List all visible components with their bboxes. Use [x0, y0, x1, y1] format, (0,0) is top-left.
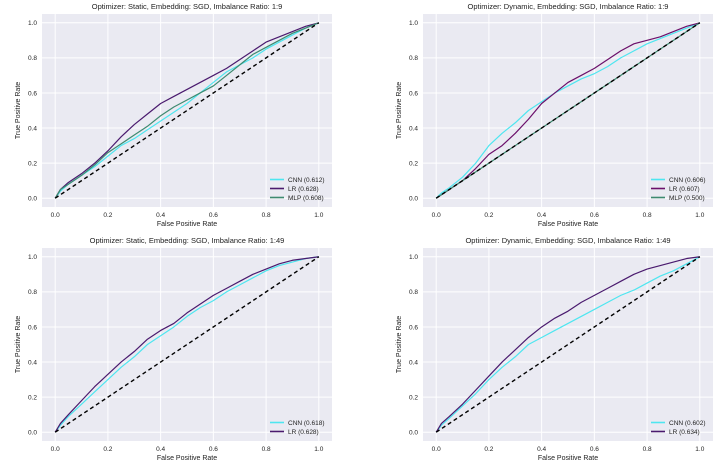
y-axis-label: True Positive Rate — [396, 316, 403, 373]
y-tick-label: 0.2 — [28, 160, 37, 167]
x-tick-label: 0.2 — [103, 446, 112, 453]
y-tick-label: 0.0 — [409, 196, 418, 203]
y-tick-label: 1.0 — [28, 20, 37, 27]
x-tick-label: 0.0 — [432, 446, 441, 453]
y-tick-label: 0.6 — [409, 324, 418, 331]
y-tick-label: 0.4 — [409, 359, 418, 366]
y-tick-label: 0.0 — [28, 196, 37, 203]
x-tick-label: 0.0 — [51, 446, 60, 453]
roc-panel-3: 0.0 0.2 0.4 0.6 0.8 1.0 0.0 0.2 0.4 0.6 0.8 1.0 Opti… — [15, 236, 332, 462]
y-tick-label: 1.0 — [409, 254, 418, 261]
series-line-cnn — [435, 256, 701, 433]
x-axis-label: False Positive Rate — [538, 221, 598, 228]
x-tick-label: 1.0 — [314, 446, 323, 453]
y-tick-label: 0.8 — [28, 55, 37, 62]
x-tick-label: 0.2 — [103, 212, 112, 219]
legend-entry: CNN (0.612) — [288, 177, 324, 184]
y-tick-label: 1.0 — [28, 254, 37, 261]
x-tick-label: 0.0 — [51, 212, 60, 219]
x-tick-label: 0.0 — [432, 212, 441, 219]
x-tick-label: 0.6 — [590, 212, 599, 219]
x-axis-label: False Positive Rate — [157, 221, 217, 228]
chart-title: Optimizer: Dynamic, Embedding: SGD, Imba… — [468, 2, 669, 11]
legend-entry: MLP (0.500) — [669, 195, 705, 202]
y-tick-label: 0.0 — [28, 430, 37, 437]
legend-entry: MLP (0.608) — [288, 195, 324, 202]
legend-entry: CNN (0.606) — [669, 177, 705, 184]
chart-title: Optimizer: Static, Embedding: SGD, Imbal… — [90, 236, 285, 245]
y-tick-label: 1.0 — [409, 20, 418, 27]
series-line-cnn — [54, 22, 320, 199]
legend-entry: LR (0.634) — [669, 429, 700, 436]
roc-panel-4: 0.0 0.2 0.4 0.6 0.8 1.0 0.0 0.2 0.4 0.6 0.8 1.0 Opti… — [396, 236, 713, 462]
x-tick-label: 1.0 — [695, 212, 704, 219]
legend-entry: CNN (0.602) — [669, 420, 705, 427]
y-tick-label: 0.6 — [28, 324, 37, 331]
x-tick-label: 0.6 — [209, 446, 218, 453]
chance-diagonal — [54, 22, 320, 199]
legend: CNN (0.612) LR (0.628) MLP (0.608) — [270, 177, 324, 202]
y-tick-label: 0.4 — [28, 125, 37, 132]
x-tick-label: 0.2 — [484, 446, 493, 453]
y-tick-label: 0.6 — [28, 90, 37, 97]
y-axis-label: True Positive Rate — [15, 316, 22, 373]
y-tick-label: 0.4 — [28, 359, 37, 366]
series-line-mlp — [54, 22, 320, 199]
chart-title: Optimizer: Static, Embedding: SGD, Imbal… — [92, 2, 283, 11]
series-line-cnn — [435, 22, 701, 199]
y-tick-label: 0.8 — [409, 55, 418, 62]
legend: CNN (0.606) LR (0.607) MLP (0.500) — [651, 177, 705, 202]
y-tick-label: 0.0 — [409, 430, 418, 437]
y-tick-label: 0.2 — [409, 394, 418, 401]
x-axis-label: False Positive Rate — [538, 455, 598, 462]
series-line-lr — [54, 22, 319, 199]
chance-diagonal — [54, 256, 320, 433]
legend: CNN (0.618) LR (0.628) — [270, 420, 324, 436]
x-tick-label: 0.4 — [156, 212, 165, 219]
roc-panel-2: 0.0 0.2 0.4 0.6 0.8 1.0 0.0 0.2 0.4 0.6 0.8 1.0 Opti… — [396, 2, 713, 228]
series-line-lr — [435, 22, 700, 199]
x-tick-label: 0.8 — [262, 446, 271, 453]
series-line-lr — [435, 256, 700, 433]
x-tick-label: 0.6 — [209, 212, 218, 219]
chance-diagonal — [435, 22, 701, 199]
x-tick-label: 1.0 — [314, 212, 323, 219]
roc-panel-1: 0.0 0.2 0.4 0.6 0.8 1.0 0.0 0.2 0.4 0.6 0.8 1.0 Opti… — [15, 2, 332, 228]
legend-entry: LR (0.628) — [288, 429, 319, 436]
y-axis-label: True Positive Rate — [15, 82, 22, 139]
x-tick-label: 0.8 — [643, 446, 652, 453]
y-tick-label: 0.2 — [28, 394, 37, 401]
y-tick-label: 0.4 — [409, 125, 418, 132]
x-tick-label: 0.8 — [262, 212, 271, 219]
y-tick-label: 0.6 — [409, 90, 418, 97]
legend-entry: LR (0.607) — [669, 186, 700, 193]
x-tick-label: 0.4 — [537, 446, 546, 453]
legend: CNN (0.602) LR (0.634) — [651, 420, 705, 436]
y-tick-label: 0.2 — [409, 160, 418, 167]
x-tick-label: 1.0 — [695, 446, 704, 453]
series-line-cnn — [54, 256, 319, 433]
chart-title: Optimizer: Dynamic, Embedding: SGD, Imba… — [465, 236, 670, 245]
y-axis-label: True Positive Rate — [396, 82, 403, 139]
series-line-lr — [54, 256, 319, 433]
y-tick-label: 0.8 — [409, 289, 418, 296]
x-tick-label: 0.8 — [643, 212, 652, 219]
x-tick-label: 0.4 — [537, 212, 546, 219]
legend-entry: LR (0.628) — [288, 186, 319, 193]
legend-entry: CNN (0.618) — [288, 420, 324, 427]
x-axis-label: False Positive Rate — [157, 455, 217, 462]
y-tick-label: 0.8 — [28, 289, 37, 296]
x-tick-label: 0.2 — [484, 212, 493, 219]
x-tick-label: 0.6 — [590, 446, 599, 453]
chance-diagonal — [435, 256, 701, 433]
x-tick-label: 0.4 — [156, 446, 165, 453]
